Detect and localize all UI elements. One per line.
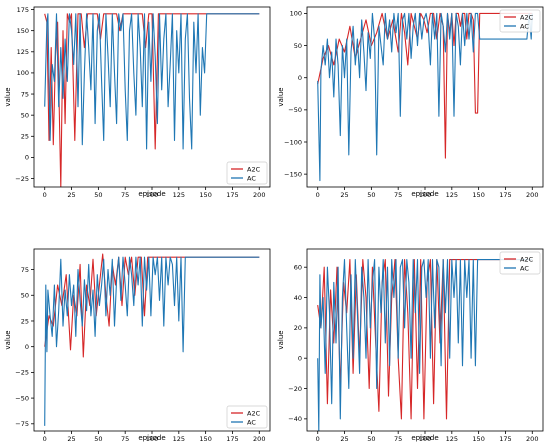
series-line-ac <box>44 256 260 426</box>
y-tick-label: 20 <box>294 324 302 332</box>
x-tick-label: 150 <box>472 435 484 443</box>
y-tick-label: −50 <box>288 106 302 114</box>
x-tick-label: 0 <box>43 435 47 443</box>
y-tick-label: 75 <box>21 90 29 98</box>
y-tick-label: 125 <box>17 48 29 56</box>
x-tick-label: 75 <box>394 191 402 199</box>
y-tick-label: 50 <box>21 111 29 119</box>
y-tick-label: −25 <box>15 175 29 183</box>
y-tick-label: 50 <box>21 292 29 300</box>
x-tick-label: 100 <box>419 435 431 443</box>
y-tick-label: 100 <box>17 69 29 77</box>
series-line-ac <box>44 13 260 150</box>
legend-label-a2c: A2C <box>520 13 534 21</box>
y-tick-label: −25 <box>15 369 29 377</box>
x-tick-label: 50 <box>367 435 375 443</box>
y-tick-label: 0 <box>298 355 302 363</box>
x-tick-label: 0 <box>43 191 47 199</box>
x-axis-label: episode <box>138 190 165 198</box>
x-tick-label: 75 <box>394 435 402 443</box>
x-tick-label: 25 <box>67 435 75 443</box>
x-tick-label: 25 <box>67 191 75 199</box>
x-tick-label: 50 <box>94 435 102 443</box>
x-tick-label: 200 <box>253 435 265 443</box>
x-axis-label: episode <box>411 434 438 442</box>
y-tick-label: 25 <box>21 317 29 325</box>
y-tick-label: 100 <box>290 10 302 18</box>
x-tick-label: 175 <box>226 435 238 443</box>
y-axis-label: value <box>277 87 285 106</box>
x-tick-label: 200 <box>526 191 538 199</box>
legend-label-a2c: A2C <box>520 255 534 263</box>
x-tick-label: 50 <box>367 191 375 199</box>
y-axis-label: value <box>4 330 12 349</box>
y-tick-label: −150 <box>284 170 302 178</box>
y-tick-label: 75 <box>21 266 29 274</box>
x-tick-label: 200 <box>526 435 538 443</box>
y-tick-label: 175 <box>17 6 29 14</box>
x-tick-label: 0 <box>316 435 320 443</box>
x-tick-label: 125 <box>173 435 185 443</box>
legend-label-ac: AC <box>247 174 256 182</box>
x-tick-label: 175 <box>499 435 511 443</box>
chart-panel-top-left: 0 25 50 75 100 125 150 175 200 −25 0 25 50 75 100 125 15… <box>4 6 271 199</box>
y-tick-label: −100 <box>284 138 302 146</box>
x-tick-label: 75 <box>121 435 129 443</box>
y-axis-label: value <box>277 330 285 349</box>
x-tick-label: 125 <box>446 191 458 199</box>
x-tick-label: 125 <box>446 435 458 443</box>
x-tick-label: 100 <box>146 191 158 199</box>
x-tick-label: 150 <box>472 191 484 199</box>
x-tick-label: 75 <box>121 191 129 199</box>
y-tick-label: 0 <box>25 154 29 162</box>
series-line-ac <box>317 259 533 431</box>
legend-label-a2c: A2C <box>247 409 261 417</box>
y-axis-label: value <box>4 87 12 106</box>
chart-panel-bottom-right: 0 25 50 75 100 125 150 175 200 −40 −20 0 20 40 60 episo… <box>277 248 544 443</box>
x-tick-label: 25 <box>340 191 348 199</box>
x-tick-label: 175 <box>226 191 238 199</box>
legend-label-a2c: A2C <box>247 165 261 173</box>
x-tick-label: 200 <box>253 191 265 199</box>
chart-panel-top-right: 0 25 50 75 100 125 150 175 200−150−100−50050100e… <box>277 6 544 199</box>
y-tick-label: −75 <box>15 420 29 428</box>
y-tick-label: 25 <box>21 133 29 141</box>
y-tick-label: 0 <box>25 343 29 351</box>
y-tick-label: −40 <box>288 415 302 423</box>
plot-frame <box>306 6 544 188</box>
legend-label-ac: AC <box>520 264 529 272</box>
y-tick-label: 50 <box>294 42 302 50</box>
x-tick-label: 0 <box>316 191 320 199</box>
x-tick-label: 125 <box>173 191 185 199</box>
chart-panel-bottom-left: 0 25 50 75 100 125 150 175 200 −75 −50 −25 0 25 50 75 ep… <box>4 248 271 443</box>
x-axis-label: episode <box>411 190 438 198</box>
legend-label-ac: AC <box>520 22 529 30</box>
legend-label-ac: AC <box>247 418 256 426</box>
x-tick-label: 100 <box>419 191 431 199</box>
x-tick-label: 150 <box>199 435 211 443</box>
x-tick-label: 25 <box>340 435 348 443</box>
x-tick-label: 50 <box>94 191 102 199</box>
y-tick-label: −20 <box>288 385 302 393</box>
y-tick-label: 150 <box>17 27 29 35</box>
y-tick-label: 60 <box>294 264 302 272</box>
x-tick-label: 175 <box>499 191 511 199</box>
x-tick-label: 100 <box>146 435 158 443</box>
y-tick-label: 0 <box>298 74 302 82</box>
x-axis-label: episode <box>138 434 165 442</box>
y-tick-label: −50 <box>15 394 29 402</box>
series-line-ac <box>317 12 533 182</box>
y-tick-label: 40 <box>294 294 302 302</box>
x-tick-label: 150 <box>199 191 211 199</box>
